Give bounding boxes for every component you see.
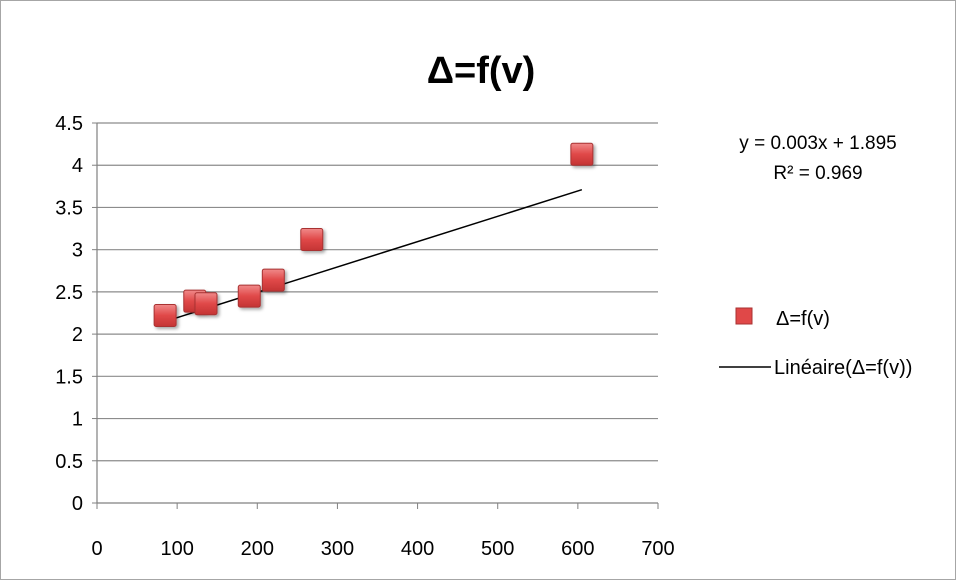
trendline-group [164,188,583,323]
grid-lines [97,122,658,462]
data-point [261,268,285,292]
legend-trendline-label: Linéaire(Δ=f(v)) [774,357,912,379]
data-point [570,142,594,166]
x-tick-labels: 0 100 200 300 400 500 600 700 [91,538,674,560]
y-tick-label: 4 [72,155,83,177]
y-tick-label: 3 [72,240,83,262]
data-point [237,284,261,308]
r-squared-label: R² = 0.969 [773,163,862,184]
data-point [300,228,324,252]
y-tick-label: 1.5 [55,366,83,388]
data-point [194,292,218,316]
y-tick-label: 3.5 [55,197,83,219]
y-tick-label: 0.5 [55,451,83,473]
trendline [164,188,583,323]
axes [92,122,659,509]
legend-series-label: Δ=f(v) [776,308,830,330]
x-tick-label: 400 [401,538,434,560]
legend-series-marker [735,307,753,325]
y-tick-label: 0 [72,493,83,515]
y-tick-label: 1 [72,409,83,431]
x-tick-label: 700 [641,538,674,560]
legend: Δ=f(v) Linéaire(Δ=f(v)) [719,307,912,379]
data-point [153,304,177,328]
y-tick-label: 4.5 [55,113,83,135]
x-tick-label: 500 [481,538,514,560]
chart-title: Δ=f(v) [427,50,536,92]
x-tick-label: 100 [160,538,193,560]
data-points [153,142,594,328]
y-tick-label: 2.5 [55,282,83,304]
trendline-equation: y = 0.003x + 1.895 [739,133,896,154]
x-tick-label: 600 [561,538,594,560]
x-tick-label: 200 [241,538,274,560]
x-tick-label: 0 [91,538,102,560]
y-tick-label: 2 [72,324,83,346]
y-tick-labels: 0 0.5 1 1.5 2 2.5 3 3.5 4 4.5 [55,113,83,515]
x-tick-label: 300 [321,538,354,560]
